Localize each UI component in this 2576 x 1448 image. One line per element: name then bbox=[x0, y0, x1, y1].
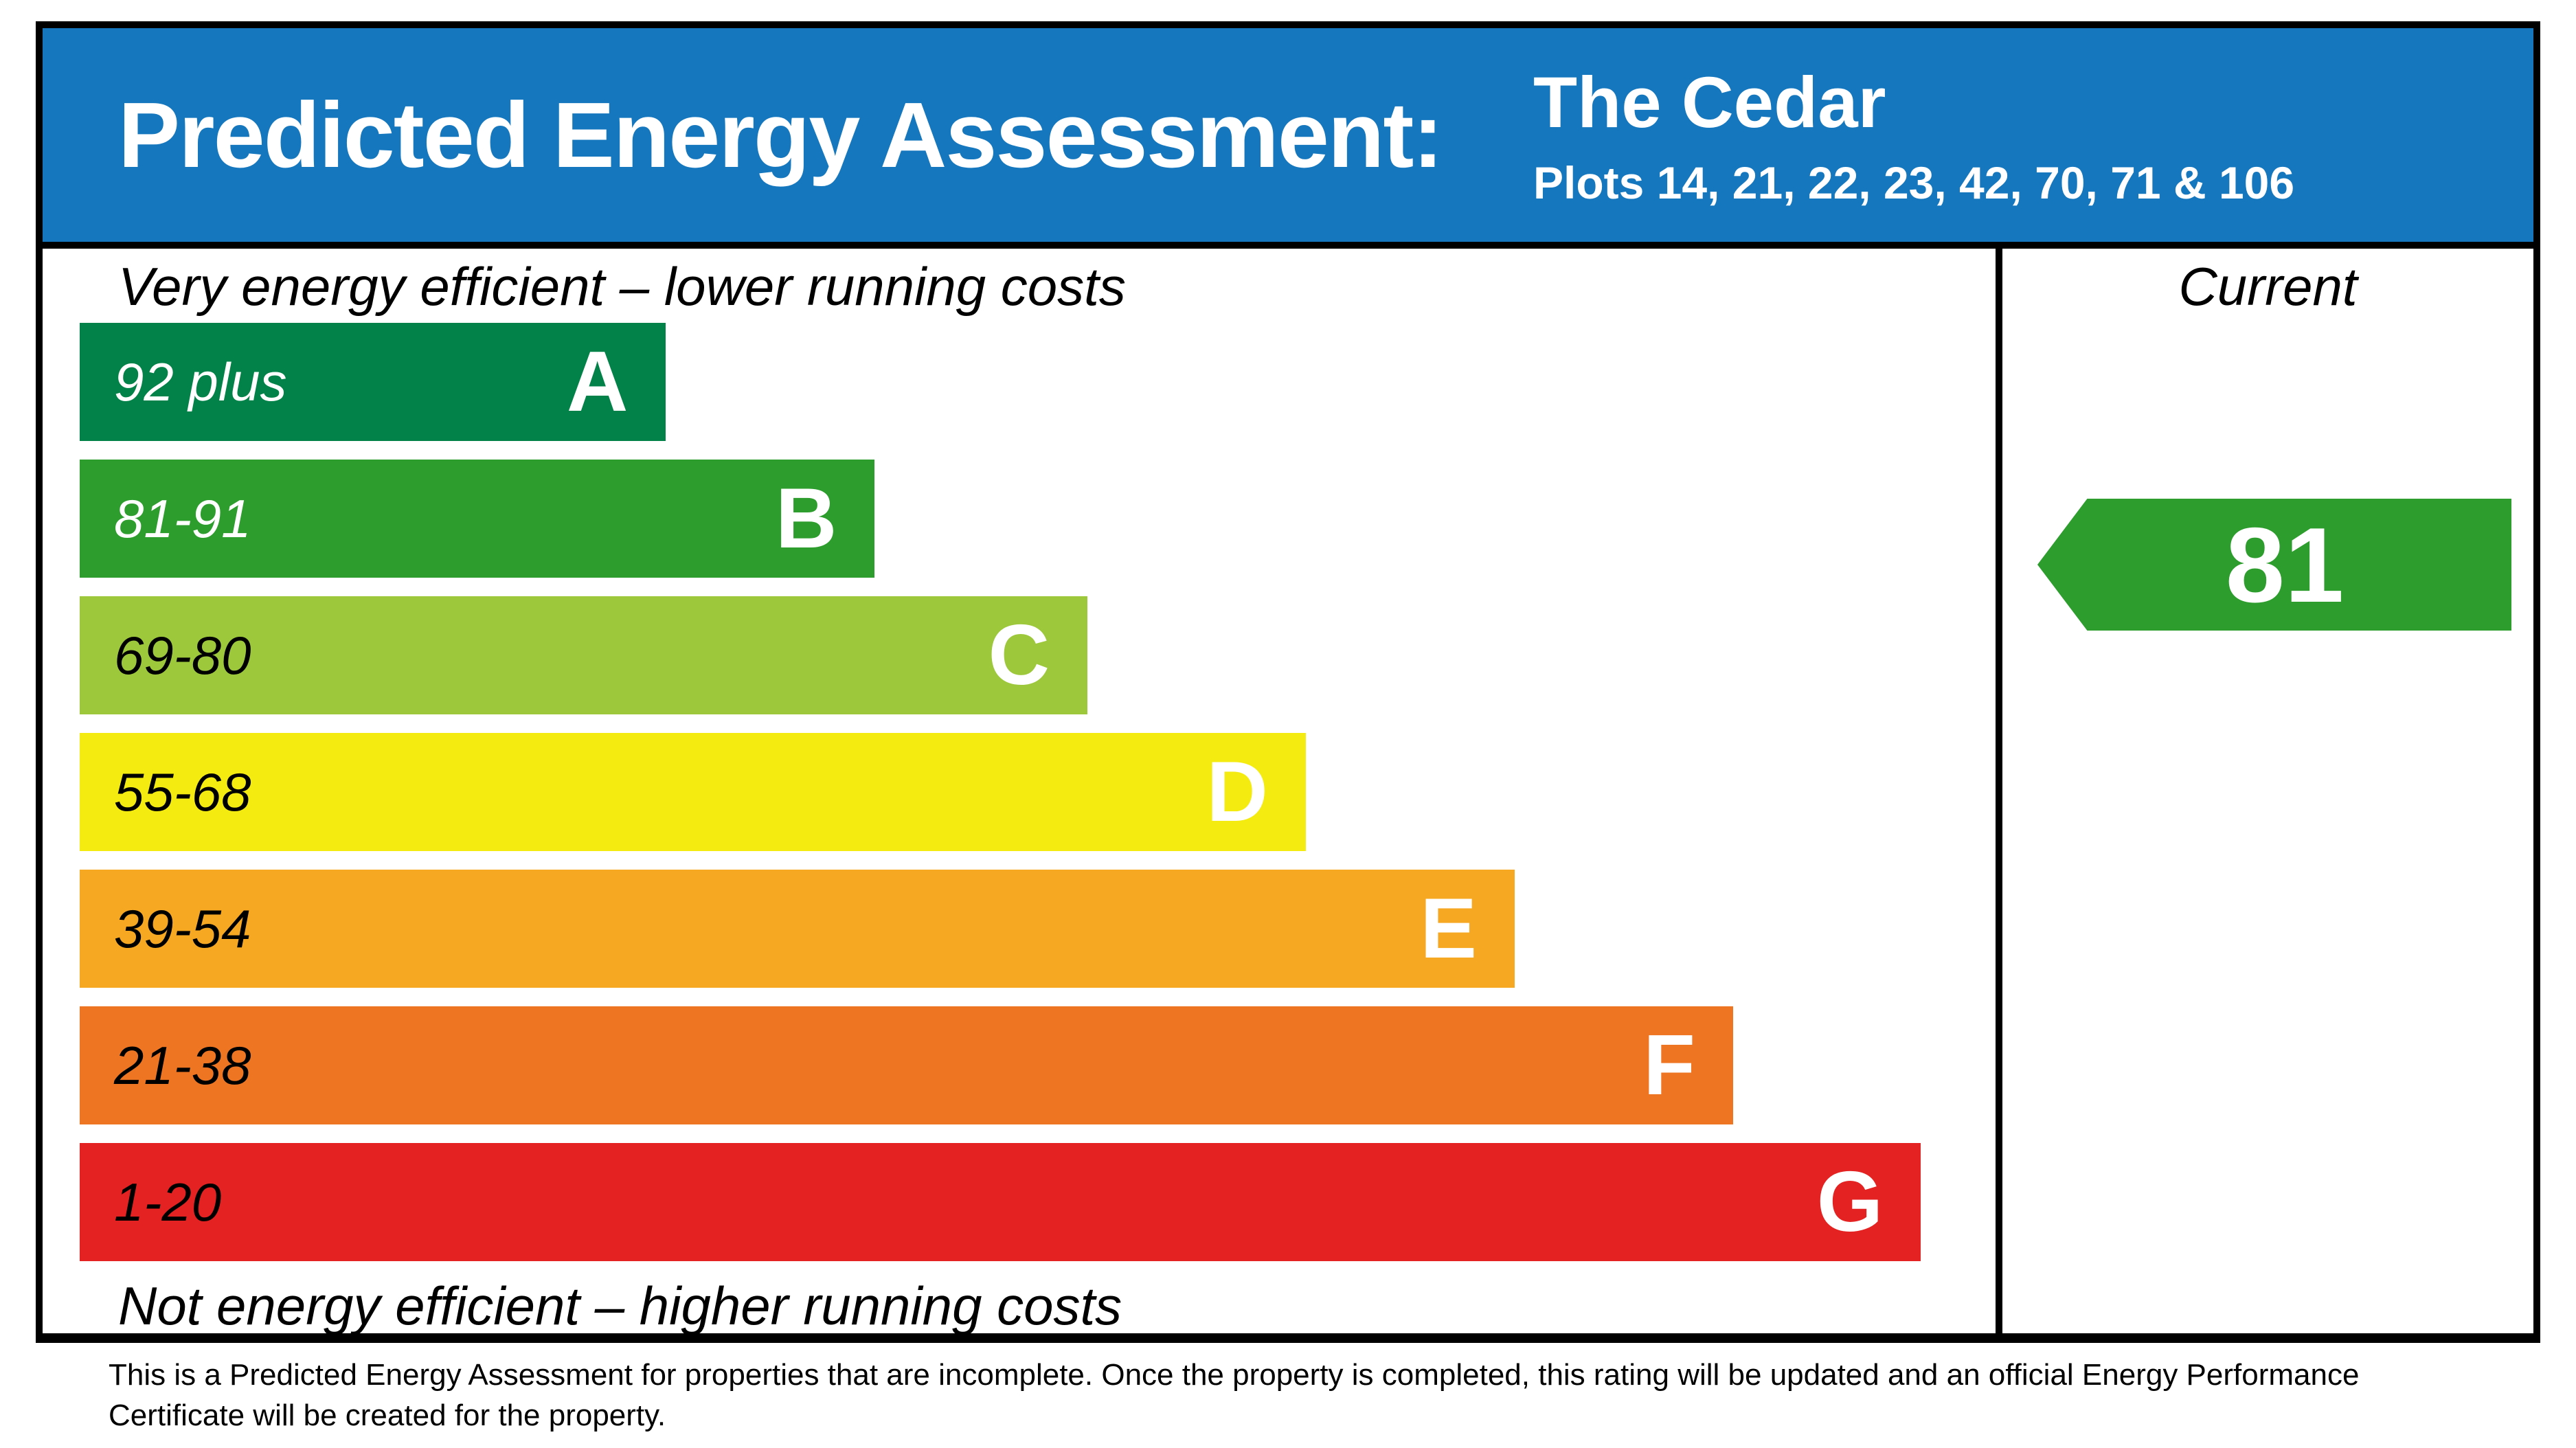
band-bar: 92 plus A bbox=[80, 323, 666, 441]
band-bar: 39-54 E bbox=[80, 870, 1515, 988]
band-bar: 81-91 B bbox=[80, 460, 875, 578]
band-row: 81-91 B bbox=[80, 460, 1996, 578]
property-name: The Cedar bbox=[1533, 62, 1886, 143]
band-row: 21-38 F bbox=[80, 1006, 1996, 1124]
band-letter: F bbox=[1643, 1018, 1695, 1113]
band-bar: 21-38 F bbox=[80, 1006, 1733, 1124]
epc-rating-chart: Very energy efficient – lower running co… bbox=[43, 249, 2533, 1336]
header-banner: Predicted Energy Assessment: The Cedar P… bbox=[43, 28, 2533, 249]
inefficient-note: Not energy efficient – higher running co… bbox=[118, 1276, 1122, 1336]
property-info: The Cedar Plots 14, 21, 22, 23, 42, 70, … bbox=[1533, 62, 2294, 209]
rating-bands-container: 92 plus A 81-91 B 69-80 C 55-68 D 39-54 … bbox=[80, 323, 1996, 1280]
page-title: Predicted Energy Assessment: bbox=[118, 83, 1443, 187]
band-range-label: 55-68 bbox=[114, 762, 251, 822]
band-range-label: 39-54 bbox=[114, 898, 251, 959]
band-letter: G bbox=[1816, 1155, 1884, 1249]
efficient-note: Very energy efficient – lower running co… bbox=[118, 256, 1126, 317]
band-row: 92 plus A bbox=[80, 323, 1996, 441]
band-row: 39-54 E bbox=[80, 870, 1996, 988]
current-rating-arrow: 81 bbox=[2037, 499, 2511, 631]
band-range-label: 1-20 bbox=[114, 1172, 222, 1232]
band-row: 69-80 C bbox=[80, 596, 1996, 714]
epc-chart-box: Predicted Energy Assessment: The Cedar P… bbox=[36, 21, 2540, 1343]
property-plots: Plots 14, 21, 22, 23, 42, 70, 71 & 106 bbox=[1533, 157, 2295, 208]
band-letter: E bbox=[1420, 881, 1477, 976]
band-range-label: 69-80 bbox=[114, 625, 251, 686]
band-letter: C bbox=[988, 608, 1050, 703]
band-range-label: 81-91 bbox=[114, 488, 251, 549]
band-bar: 69-80 C bbox=[80, 596, 1087, 714]
footer-line-2: Certificate will be created for the prop… bbox=[109, 1399, 666, 1433]
band-letter: D bbox=[1206, 745, 1268, 839]
rating-bands-column: Very energy efficient – lower running co… bbox=[43, 249, 2002, 1336]
band-letter: A bbox=[566, 335, 629, 429]
footer-line-1: This is a Predicted Energy Assessment fo… bbox=[109, 1358, 2360, 1392]
current-rating-column: Current 81 bbox=[2002, 249, 2533, 1333]
band-bar: 55-68 D bbox=[80, 733, 1306, 851]
footer-note: This is a Predicted Energy Assessment fo… bbox=[109, 1355, 2513, 1436]
band-row: 55-68 D bbox=[80, 733, 1996, 851]
band-row: 1-20 G bbox=[80, 1143, 1996, 1261]
band-bar: 1-20 G bbox=[80, 1143, 1921, 1261]
band-range-label: 92 plus bbox=[114, 352, 287, 412]
band-range-label: 21-38 bbox=[114, 1035, 251, 1096]
current-rating-value: 81 bbox=[2225, 505, 2345, 624]
current-column-label: Current bbox=[2178, 256, 2358, 317]
band-letter: B bbox=[775, 471, 837, 566]
